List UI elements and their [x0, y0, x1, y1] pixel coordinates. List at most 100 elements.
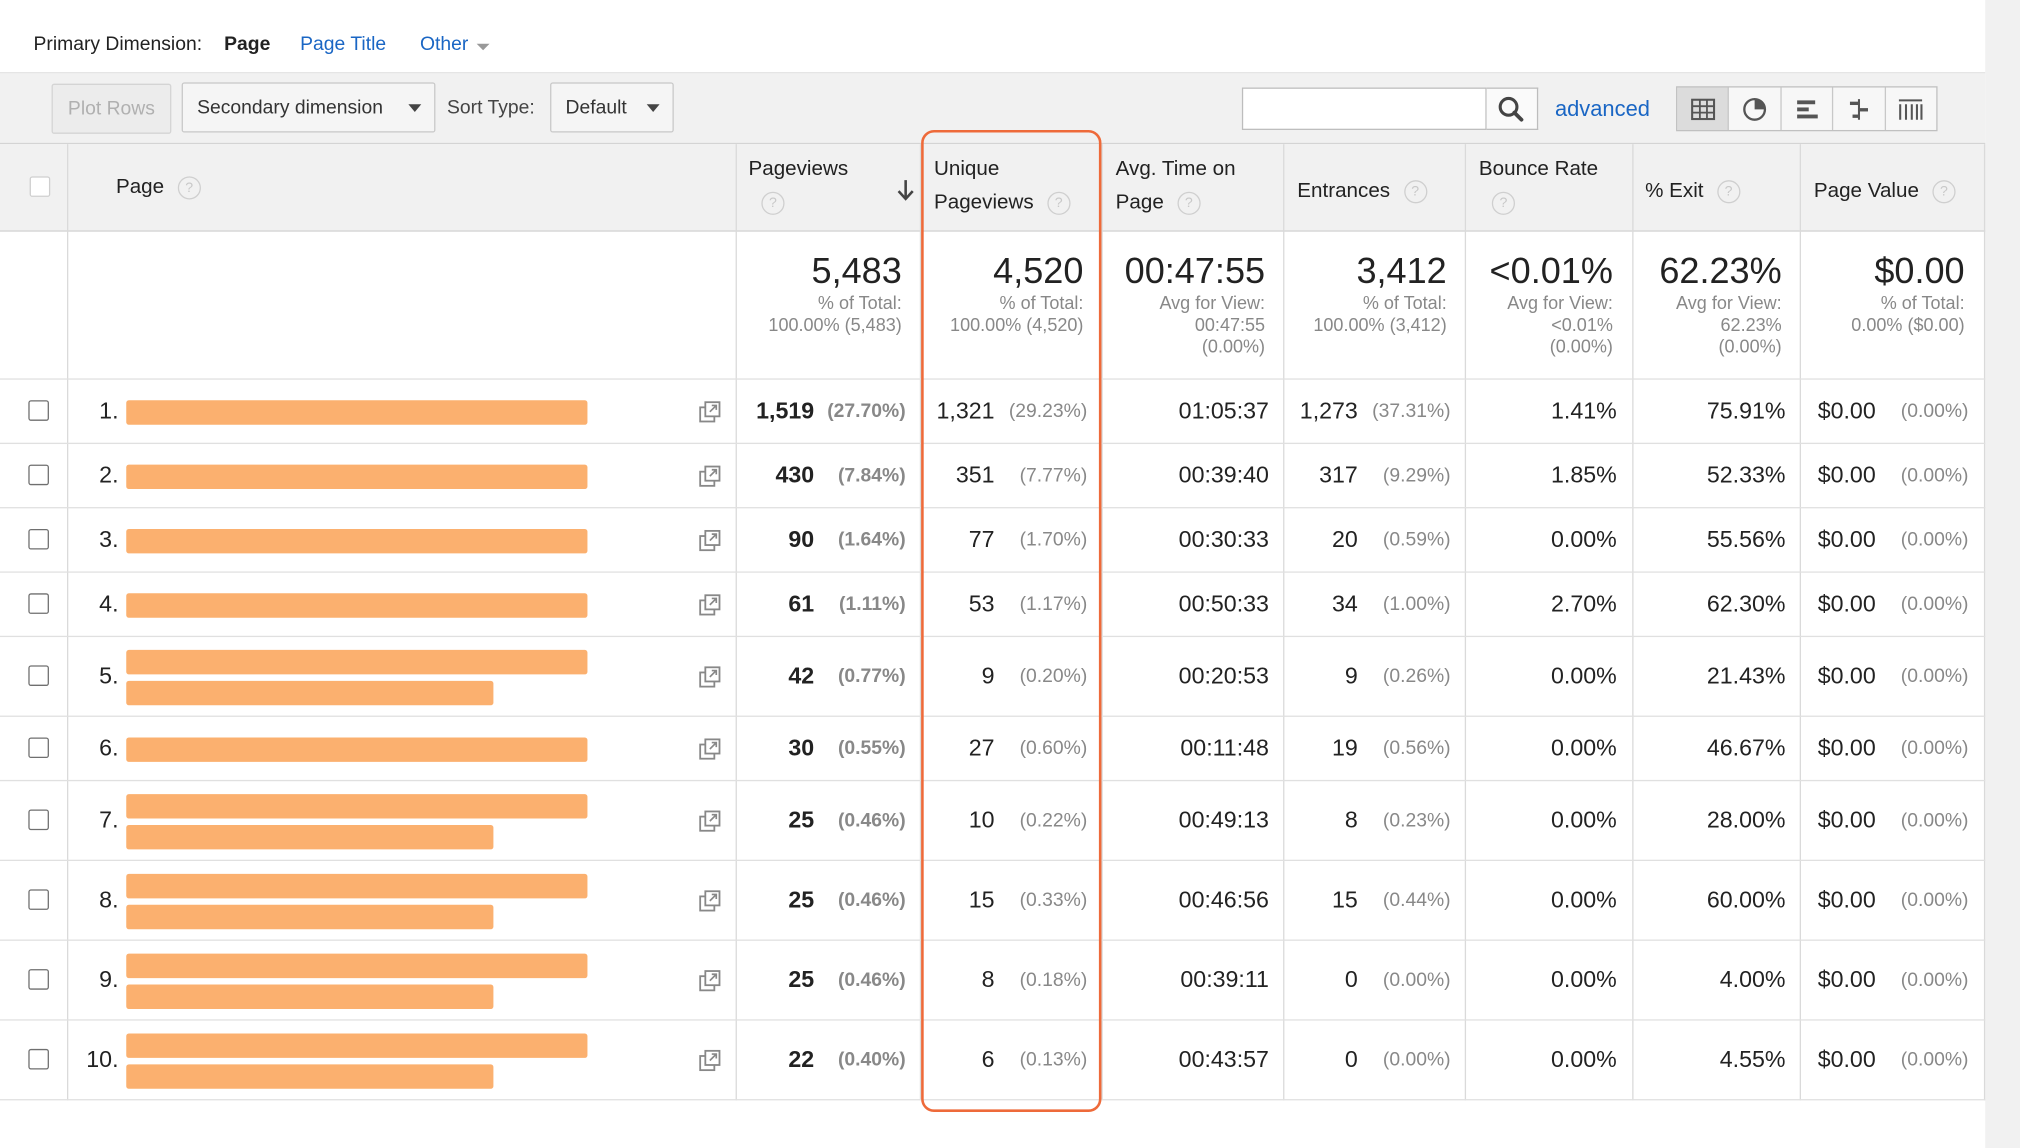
- column-divider: [1632, 144, 1634, 1101]
- open-page-icon[interactable]: [698, 737, 721, 760]
- redacted-page-path[interactable]: [126, 400, 588, 425]
- page-value: $0.00: [1817, 886, 1876, 913]
- total-page-value: $0.00: [1874, 250, 1965, 291]
- secondary-dimension-dropdown[interactable]: Secondary dimension: [181, 82, 436, 133]
- advanced-filter-link[interactable]: advanced: [1554, 96, 1650, 121]
- row-checkbox[interactable]: [28, 528, 49, 550]
- help-icon[interactable]: ?: [177, 176, 201, 200]
- entrances-header-label: Entrances: [1297, 180, 1391, 203]
- row-divider: [0, 571, 1986, 573]
- select-all-checkbox[interactable]: [29, 176, 51, 197]
- open-page-icon[interactable]: [698, 400, 721, 423]
- column-header-page-value[interactable]: Page Value ?: [1814, 175, 1956, 208]
- redacted-page-path[interactable]: [126, 953, 588, 979]
- row-checkbox[interactable]: [28, 464, 49, 486]
- bounce-rate-value: 1.85%: [1551, 462, 1617, 488]
- open-page-icon[interactable]: [698, 969, 721, 992]
- redacted-page-path[interactable]: [126, 1064, 494, 1089]
- row-checkbox[interactable]: [28, 593, 49, 614]
- help-icon[interactable]: ?: [1932, 179, 1956, 204]
- unique-pageviews-value: 77: [968, 526, 995, 553]
- row-index: 10.: [86, 1046, 119, 1073]
- column-header-entrances[interactable]: Entrances ?: [1297, 175, 1427, 208]
- comparison-view-button[interactable]: [1833, 87, 1886, 130]
- help-icon[interactable]: ?: [1403, 179, 1427, 204]
- exit-header-label: % Exit: [1645, 180, 1704, 203]
- row-checkbox[interactable]: [28, 665, 49, 686]
- column-header-bounce-rate[interactable]: Bounce Rate ?: [1479, 153, 1598, 220]
- help-icon[interactable]: ?: [1177, 191, 1201, 215]
- row-checkbox[interactable]: [28, 1048, 49, 1070]
- search-input[interactable]: [1241, 87, 1487, 130]
- help-icon[interactable]: ?: [1491, 191, 1516, 215]
- total-entrances-caption: % of Total: 100.00% (3,412): [1284, 292, 1446, 336]
- column-header-exit[interactable]: % Exit ?: [1645, 175, 1741, 208]
- primary-dimension-page-title[interactable]: Page Title: [300, 33, 387, 56]
- column-header-pageviews[interactable]: Pageviews ?: [748, 153, 848, 220]
- help-icon[interactable]: ?: [1717, 179, 1741, 204]
- open-page-icon[interactable]: [698, 593, 721, 616]
- pivot-view-button[interactable]: [1886, 88, 1937, 130]
- redacted-page-path[interactable]: [126, 680, 494, 706]
- redacted-page-path[interactable]: [126, 528, 588, 554]
- performance-view-button[interactable]: [1781, 87, 1834, 130]
- redacted-page-path[interactable]: [126, 737, 588, 762]
- pie-view-button[interactable]: [1729, 87, 1782, 130]
- open-page-icon[interactable]: [698, 665, 721, 688]
- open-page-icon[interactable]: [698, 810, 721, 833]
- redacted-page-path[interactable]: [126, 984, 494, 1010]
- sort-type-dropdown[interactable]: Default: [550, 82, 674, 133]
- entrances-percent: (0.44%): [1382, 889, 1451, 912]
- bounce-rate-value: 1.41%: [1551, 397, 1617, 424]
- page-value-percent: (0.00%): [1900, 528, 1969, 551]
- redacted-page-path[interactable]: [126, 464, 588, 490]
- column-divider: [735, 144, 737, 1101]
- row-index: 9.: [99, 966, 119, 993]
- caption-line: Avg for View:: [1507, 292, 1613, 313]
- column-header-avg-time-on-page[interactable]: Avg. Time on Page ?: [1116, 153, 1236, 220]
- total-entrances: 3,412: [1356, 250, 1447, 291]
- search-button[interactable]: [1486, 87, 1539, 130]
- entrances-percent: (0.26%): [1382, 665, 1451, 688]
- row-checkbox[interactable]: [28, 809, 49, 831]
- redacted-page-path[interactable]: [126, 649, 588, 675]
- open-page-icon[interactable]: [698, 889, 721, 912]
- unique-pageviews-percent: (7.77%): [1019, 464, 1088, 487]
- open-page-icon[interactable]: [698, 1049, 721, 1072]
- column-header-unique-pageviews[interactable]: Unique Pageviews ?: [933, 153, 1071, 220]
- page-value: $0.00: [1817, 662, 1876, 689]
- table-view-button[interactable]: [1677, 87, 1730, 130]
- row-checkbox[interactable]: [28, 400, 49, 421]
- entrances-value: 317: [1319, 462, 1358, 488]
- sort-descending-icon[interactable]: [895, 178, 916, 204]
- page-value: $0.00: [1817, 462, 1876, 488]
- total-bounce-rate: <0.01%: [1489, 250, 1613, 291]
- row-checkbox[interactable]: [28, 889, 49, 910]
- plot-rows-button[interactable]: Plot Rows: [51, 83, 172, 134]
- row-index: 1.: [99, 397, 119, 424]
- chevron-down-icon[interactable]: [476, 43, 490, 51]
- primary-dimension-other[interactable]: Other: [419, 33, 469, 56]
- redacted-page-path[interactable]: [126, 1033, 588, 1058]
- unique-pageviews-value: 1,321: [936, 397, 995, 424]
- avg-time-value: 00:30:33: [1178, 526, 1269, 553]
- help-icon[interactable]: ?: [761, 191, 785, 215]
- redacted-page-path[interactable]: [126, 824, 494, 850]
- row-checkbox[interactable]: [28, 969, 49, 990]
- primary-dimension-page[interactable]: Page: [224, 33, 271, 56]
- bounce-rate-value: 0.00%: [1551, 662, 1617, 689]
- open-page-icon[interactable]: [698, 529, 721, 552]
- open-page-icon[interactable]: [698, 465, 721, 488]
- row-checkbox[interactable]: [28, 737, 49, 759]
- help-icon[interactable]: ?: [1047, 191, 1071, 215]
- report-toolbar: Plot Rows Secondary dimension Sort Type:…: [0, 73, 1986, 145]
- unique-pageviews-header-line2: Pageviews: [933, 191, 1034, 214]
- caption-line: <0.01%: [1551, 314, 1613, 335]
- redacted-page-path[interactable]: [126, 904, 494, 930]
- redacted-page-path[interactable]: [126, 873, 588, 899]
- redacted-page-path[interactable]: [126, 794, 588, 819]
- column-header-page[interactable]: Page ?: [116, 171, 201, 204]
- redacted-page-path[interactable]: [126, 593, 588, 618]
- avg-time-value: 00:46:56: [1178, 886, 1269, 913]
- row-index: 5.: [99, 662, 119, 689]
